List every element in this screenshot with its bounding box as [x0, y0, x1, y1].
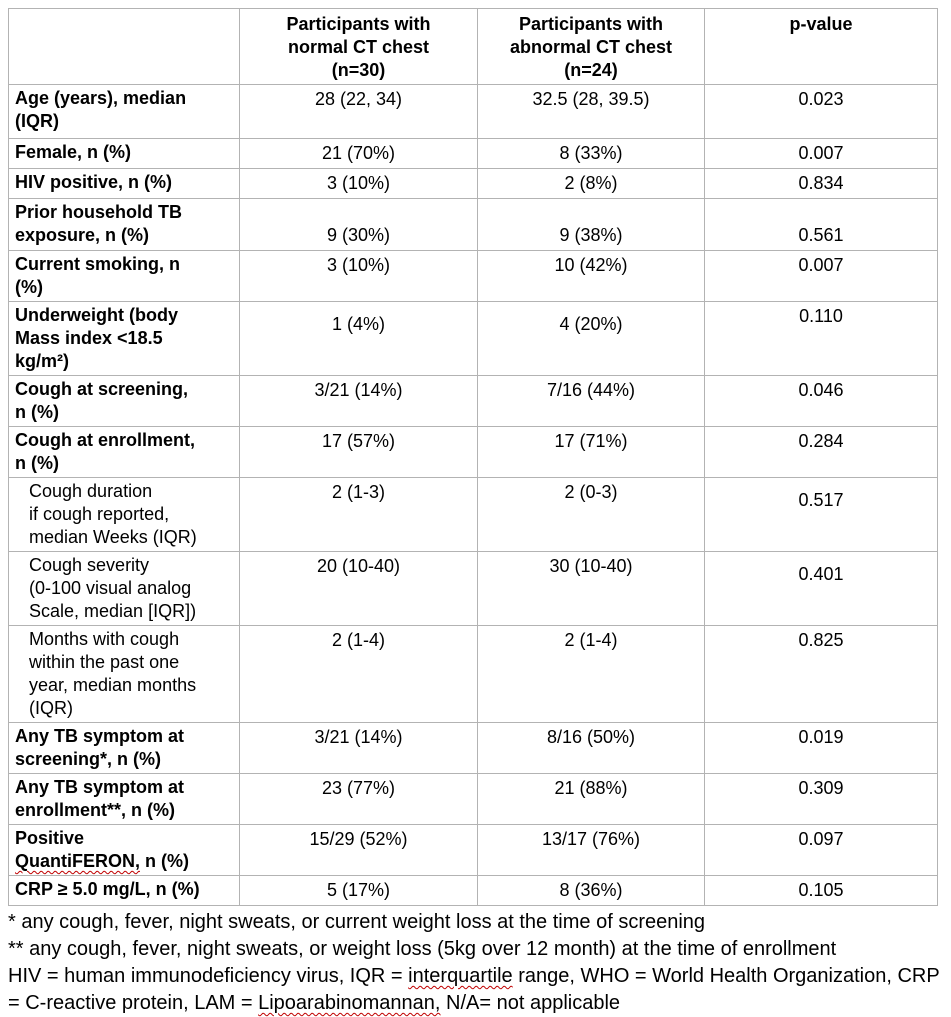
row-label: HIV positive, n (%) [8, 168, 240, 199]
cell-abnormal-ct: 13/17 (76%) [477, 824, 705, 876]
cell-p-value: 0.019 [704, 722, 938, 774]
table-row-female: Female, n (%) 21 (70%) 8 (33%) 0.007 [8, 138, 938, 169]
table-row-quantiferon: Positive QuantiFERON, n (%) 15/29 (52%) … [8, 824, 938, 876]
cell-p-value: 0.105 [704, 875, 938, 906]
cell-p-value: 0.561 [704, 198, 938, 251]
table-row-symptom-enrollment: Any TB symptom at enrollment**, n (%) 23… [8, 773, 938, 825]
row-label: Any TB symptom at screening*, n (%) [8, 722, 240, 774]
cell-p-value: 0.834 [704, 168, 938, 199]
cell-abnormal-ct: 7/16 (44%) [477, 375, 705, 427]
cell-abnormal-ct: 2 (8%) [477, 168, 705, 199]
row-label: Positive QuantiFERON, n (%) [8, 824, 240, 876]
footnote-abbreviations: HIV = human immunodeficiency virus, IQR … [8, 963, 948, 1017]
cell-p-value: 0.046 [704, 375, 938, 427]
table-row-cough-enrollment: Cough at enrollment, n (%) 17 (57%) 17 (… [8, 426, 938, 478]
abbrev-text: HIV = human immunodeficiency virus, IQR … [8, 965, 409, 987]
table-row-crp: CRP ≥ 5.0 mg/L, n (%) 5 (17%) 8 (36%) 0.… [8, 875, 938, 906]
table-row-hiv: HIV positive, n (%) 3 (10%) 2 (8%) 0.834 [8, 168, 938, 199]
cell-p-value: 0.825 [704, 625, 938, 723]
header-p-value: p-value [704, 8, 938, 85]
cell-normal-ct: 9 (30%) [239, 198, 478, 251]
table-row-cough-duration: Cough duration if cough reported, median… [8, 477, 938, 552]
cell-p-value: 0.309 [704, 773, 938, 825]
cell-normal-ct: 3 (10%) [239, 168, 478, 199]
cell-normal-ct: 3/21 (14%) [239, 375, 478, 427]
cell-p-value: 0.110 [704, 301, 938, 376]
row-label: Underweight (body Mass index <18.5 kg/m²… [8, 301, 240, 376]
row-label: Months with cough within the past one ye… [8, 625, 240, 723]
cell-p-value: 0.007 [704, 138, 938, 169]
cell-abnormal-ct: 17 (71%) [477, 426, 705, 478]
cell-normal-ct: 2 (1-3) [239, 477, 478, 552]
cell-normal-ct: 23 (77%) [239, 773, 478, 825]
cell-p-value: 0.007 [704, 250, 938, 302]
spellcheck-underlined-word: QuantiFERON, [15, 851, 140, 871]
cell-normal-ct: 3 (10%) [239, 250, 478, 302]
row-label-text: Positive [15, 828, 85, 848]
footnote-screening-definition: * any cough, fever, night sweats, or cur… [8, 911, 706, 933]
cell-abnormal-ct: 4 (20%) [477, 301, 705, 376]
footnote-enrollment-definition: ** any cough, fever, night sweats, or we… [8, 938, 837, 960]
cell-abnormal-ct: 32.5 (28, 39.5) [477, 84, 705, 139]
cell-normal-ct: 15/29 (52%) [239, 824, 478, 876]
cell-abnormal-ct: 8 (33%) [477, 138, 705, 169]
cell-abnormal-ct: 8/16 (50%) [477, 722, 705, 774]
table-row-cough-severity: Cough severity (0-100 visual analog Scal… [8, 551, 938, 626]
row-label: Age (years), median (IQR) [8, 84, 240, 139]
row-label: Prior household TB exposure, n (%) [8, 198, 240, 251]
spellcheck-underlined-word: Lipoarabinomannan, [258, 992, 441, 1014]
header-abnormal-ct: Participants with abnormal CT chest (n=2… [477, 8, 705, 85]
cell-normal-ct: 17 (57%) [239, 426, 478, 478]
spellcheck-underlined-word: interquartile [408, 965, 513, 987]
cell-abnormal-ct: 8 (36%) [477, 875, 705, 906]
cell-abnormal-ct: 10 (42%) [477, 250, 705, 302]
cell-abnormal-ct: 9 (38%) [477, 198, 705, 251]
table-row-age: Age (years), median (IQR) 28 (22, 34) 32… [8, 84, 938, 139]
cell-p-value: 0.401 [704, 551, 938, 626]
row-label: Any TB symptom at enrollment**, n (%) [8, 773, 240, 825]
cell-normal-ct: 21 (70%) [239, 138, 478, 169]
cell-abnormal-ct: 21 (88%) [477, 773, 705, 825]
row-label: Current smoking, n (%) [8, 250, 240, 302]
header-normal-ct: Participants with normal CT chest (n=30) [239, 8, 478, 85]
table-row-tb-exposure: Prior household TB exposure, n (%) 9 (30… [8, 198, 938, 251]
row-label: Cough at screening, n (%) [8, 375, 240, 427]
cell-normal-ct: 2 (1-4) [239, 625, 478, 723]
cell-normal-ct: 3/21 (14%) [239, 722, 478, 774]
table-row-symptom-screening: Any TB symptom at screening*, n (%) 3/21… [8, 722, 938, 774]
header-row: Participants with normal CT chest (n=30)… [8, 8, 938, 85]
footnotes: * any cough, fever, night sweats, or cur… [8, 909, 948, 1017]
row-label-text: n (%) [140, 851, 189, 871]
table-row-smoking: Current smoking, n (%) 3 (10%) 10 (42%) … [8, 250, 938, 302]
cell-normal-ct: 28 (22, 34) [239, 84, 478, 139]
participant-characteristics-table: Participants with normal CT chest (n=30)… [8, 8, 938, 906]
cell-p-value: 0.023 [704, 84, 938, 139]
cell-normal-ct: 1 (4%) [239, 301, 478, 376]
cell-abnormal-ct: 2 (1-4) [477, 625, 705, 723]
header-empty-cell [8, 8, 240, 85]
cell-p-value: 0.097 [704, 824, 938, 876]
cell-normal-ct: 20 (10-40) [239, 551, 478, 626]
cell-abnormal-ct: 2 (0-3) [477, 477, 705, 552]
row-label: Cough duration if cough reported, median… [8, 477, 240, 552]
row-label: Cough at enrollment, n (%) [8, 426, 240, 478]
abbrev-text: N/A= not applicable [440, 992, 621, 1014]
row-label: Female, n (%) [8, 138, 240, 169]
table-row-cough-screening: Cough at screening, n (%) 3/21 (14%) 7/1… [8, 375, 938, 427]
cell-normal-ct: 5 (17%) [239, 875, 478, 906]
row-label: CRP ≥ 5.0 mg/L, n (%) [8, 875, 240, 906]
table-row-underweight: Underweight (body Mass index <18.5 kg/m²… [8, 301, 938, 376]
table-row-months-cough: Months with cough within the past one ye… [8, 625, 938, 723]
cell-abnormal-ct: 30 (10-40) [477, 551, 705, 626]
cell-p-value: 0.284 [704, 426, 938, 478]
row-label: Cough severity (0-100 visual analog Scal… [8, 551, 240, 626]
cell-p-value: 0.517 [704, 477, 938, 552]
